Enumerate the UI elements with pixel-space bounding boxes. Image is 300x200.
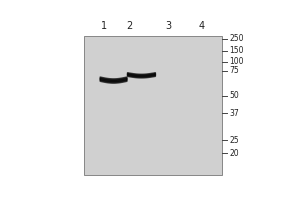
Text: 37: 37	[229, 109, 239, 118]
Text: 4: 4	[198, 21, 205, 31]
Text: 75: 75	[229, 66, 239, 75]
Text: 50: 50	[229, 91, 239, 100]
Text: 250: 250	[229, 34, 244, 43]
Text: 3: 3	[166, 21, 172, 31]
Text: 2: 2	[126, 21, 133, 31]
Text: 1: 1	[101, 21, 107, 31]
Bar	[84, 36, 222, 175]
Text: 25: 25	[229, 136, 239, 145]
Text: 150: 150	[229, 46, 244, 55]
Text: 100: 100	[229, 57, 244, 66]
Text: 20: 20	[229, 149, 239, 158]
